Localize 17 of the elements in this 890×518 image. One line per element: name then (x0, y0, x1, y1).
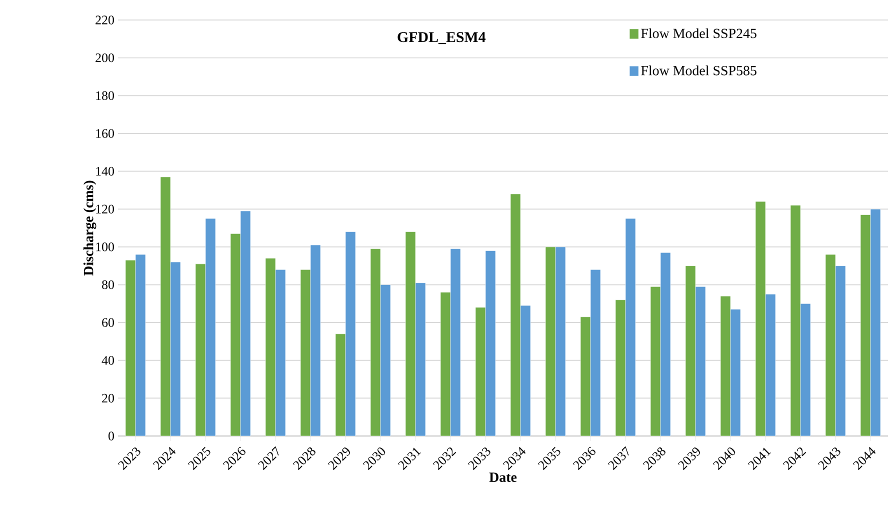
y-tick-label: 180 (96, 91, 114, 100)
y-tick-label: 40 (102, 356, 114, 365)
text: GFDL_ESM4 (398, 32, 486, 44)
y-tick-label: 200 (96, 53, 114, 62)
y-tick-label: 120 (96, 204, 114, 214)
legend-label: Flow Model SSP245 (641, 28, 756, 38)
y-tick-label: 160 (96, 129, 114, 138)
x-axis-title: Date (489, 472, 517, 482)
y-tick-label: 20 (102, 394, 114, 403)
y-tick-label: 220 (96, 16, 114, 24)
y-tick-label: 0 (108, 432, 114, 440)
y-tick-label: 140 (96, 166, 114, 176)
y-axis-title: Discharge (cms) (83, 180, 96, 276)
y-tick-label: 100 (96, 242, 114, 252)
y-tick-label: 80 (102, 280, 114, 290)
legend-label: Flow Model SSP585 (641, 65, 756, 76)
y-tick-label: 60 (102, 318, 114, 327)
